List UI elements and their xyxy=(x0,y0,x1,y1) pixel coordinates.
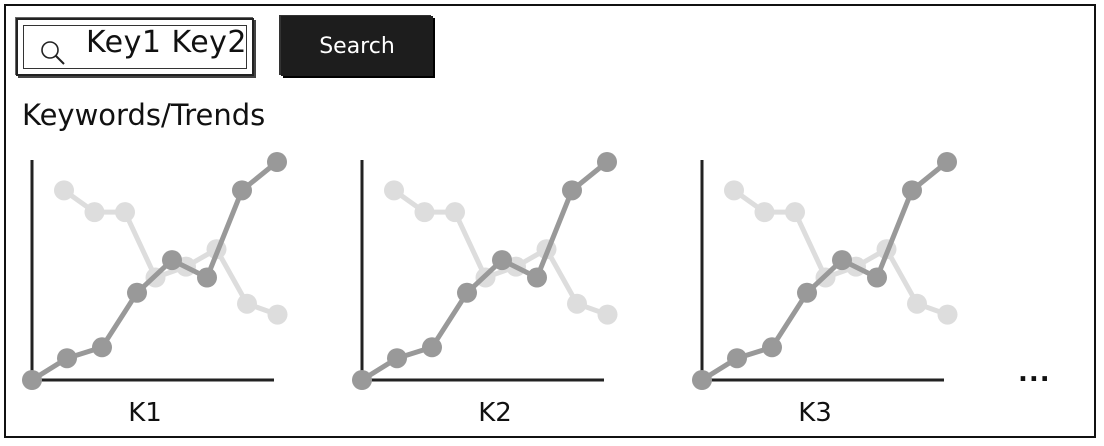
series-1-point xyxy=(832,250,852,271)
search-field-inner xyxy=(23,25,247,69)
series-2-point xyxy=(597,304,618,325)
chart-label-k2: K2 xyxy=(478,398,512,428)
series-1-point xyxy=(197,267,217,288)
more-indicator[interactable]: ... xyxy=(1018,358,1051,388)
series-1-point xyxy=(867,267,887,288)
series-2-point xyxy=(384,180,404,201)
series-1-point xyxy=(22,370,42,390)
wireframe-border xyxy=(4,4,1096,438)
chart-label-k3: K3 xyxy=(798,398,832,428)
trend-chart-k2 xyxy=(352,152,618,390)
series-1-point xyxy=(492,250,512,271)
chart-label-k1: K1 xyxy=(128,398,162,428)
series-1-point xyxy=(127,282,147,303)
series-1-point xyxy=(562,180,582,201)
series-2-point xyxy=(237,293,257,314)
series-1-point xyxy=(597,152,617,172)
series-1-point xyxy=(797,282,817,303)
series-1-point xyxy=(422,337,442,358)
series-2-point xyxy=(567,293,587,314)
series-1-point xyxy=(902,180,922,201)
series-1-point xyxy=(692,370,712,390)
series-1-point xyxy=(57,348,77,369)
series-1-point xyxy=(727,348,747,369)
series-1-point xyxy=(162,250,182,271)
search-button[interactable]: Search xyxy=(281,16,433,76)
search-field[interactable] xyxy=(16,18,254,76)
series-1-point xyxy=(387,348,407,369)
series-1-point xyxy=(92,337,112,358)
series-1-point xyxy=(937,152,957,172)
series-2-point xyxy=(907,293,927,314)
series-2-point xyxy=(115,202,135,223)
search-input[interactable]: Key1 Key2 xyxy=(86,25,247,60)
series-1-point xyxy=(267,152,287,172)
series-2-point xyxy=(937,304,958,325)
series-2-point xyxy=(724,180,744,201)
series-1-point xyxy=(232,180,252,201)
series-2-point xyxy=(267,304,288,325)
series-1-point xyxy=(352,370,372,390)
trend-chart-k3 xyxy=(692,152,958,390)
series-2-point xyxy=(785,202,805,223)
series-2-point xyxy=(84,202,105,223)
series-2-point xyxy=(414,202,435,223)
series-2-point xyxy=(54,180,74,201)
trend-chart-k1 xyxy=(22,152,288,390)
series-1-point xyxy=(762,337,782,358)
section-heading: Keywords/Trends xyxy=(22,98,266,132)
series-1-point xyxy=(457,282,477,303)
series-1-point xyxy=(527,267,547,288)
series-2-point xyxy=(445,202,465,223)
search-icon xyxy=(41,41,65,65)
series-2-point xyxy=(754,202,775,223)
